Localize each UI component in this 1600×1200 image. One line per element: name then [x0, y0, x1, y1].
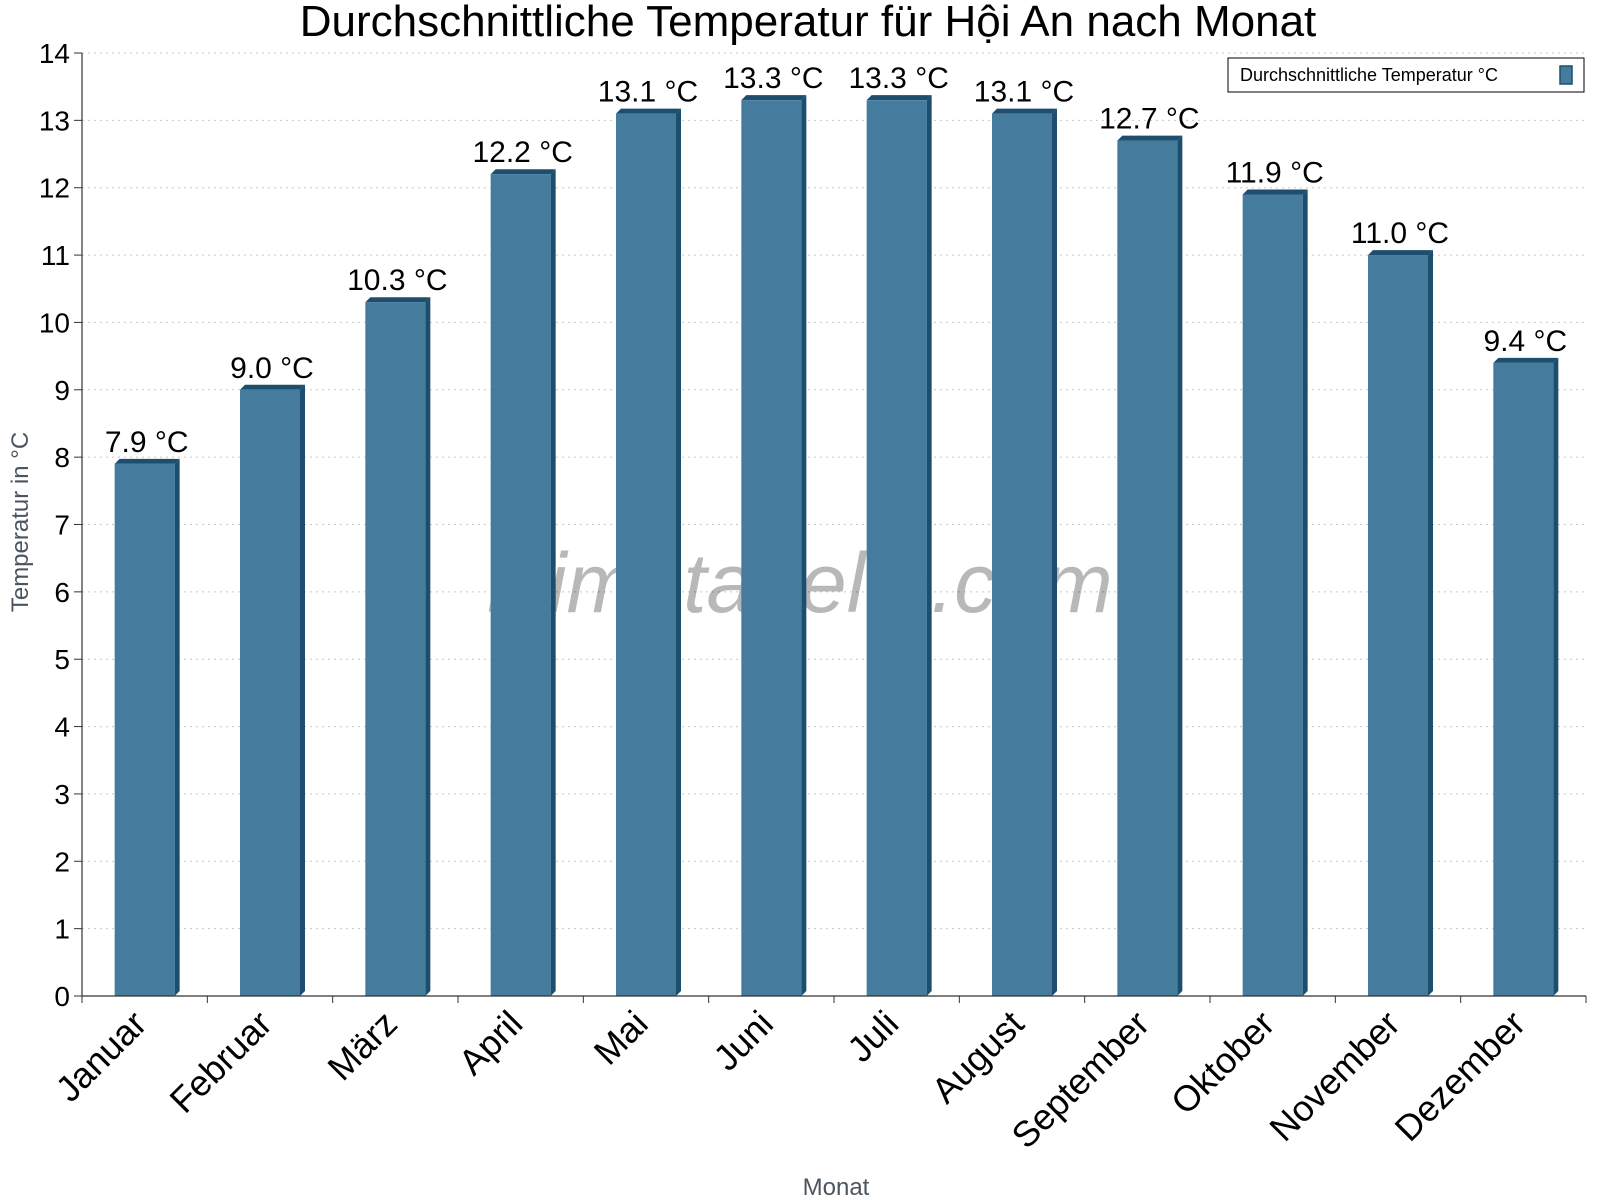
x-tick-label: Dezember [1387, 1003, 1533, 1149]
y-tick-label: 6 [54, 577, 70, 608]
bar-top [365, 297, 431, 303]
y-axis-title: Temperatur in °C [7, 432, 34, 612]
y-tick-label: 13 [39, 105, 70, 136]
data-label: 13.3 °C [723, 62, 823, 95]
bar-top [490, 169, 556, 175]
data-label: 12.7 °C [1099, 103, 1199, 136]
x-tick-label: Juni [705, 1003, 781, 1079]
bar [240, 389, 300, 996]
bar-top [741, 95, 807, 101]
legend-box [1227, 57, 1585, 93]
bar-top [1368, 250, 1433, 256]
bar-side [425, 297, 431, 996]
bar [616, 113, 676, 996]
bar [741, 100, 802, 996]
data-label: 11.0 °C [1351, 217, 1449, 250]
y-tick-label: 12 [39, 173, 70, 204]
data-label: 12.2 °C [472, 136, 572, 169]
data-labels: 7.9 °C 9.0 °C 10.3 °C 12.2 °C 13.1 °C 13.3 °C… [105, 62, 1567, 459]
x-tick-label: September [1003, 1003, 1157, 1157]
data-label: 11.9 °C [1226, 156, 1324, 189]
bar-top [114, 458, 180, 464]
bar-side [801, 95, 807, 996]
bars [114, 95, 1559, 997]
legend: Durchschnittliche Temperatur °C [1227, 57, 1585, 93]
bar-side [174, 458, 180, 997]
y-tick-label: 10 [39, 307, 70, 338]
bar-top [1493, 357, 1559, 363]
y-tick-label: 11 [41, 240, 70, 271]
x-tick-label: Mai [586, 1003, 656, 1073]
bar-side [676, 108, 681, 996]
data-label: 9.4 °C [1483, 325, 1567, 358]
x-tick-label: Juli [839, 1003, 906, 1070]
y-tick-label: 0 [54, 981, 70, 1012]
bar-side [300, 384, 305, 996]
bar [866, 100, 927, 996]
legend-label: Durchschnittliche Temperatur °C [1240, 65, 1498, 85]
bar [1368, 255, 1428, 997]
data-label: 10.3 °C [347, 264, 447, 297]
bar-top [866, 95, 932, 101]
x-axis-title: Monat [803, 1174, 870, 1200]
chart-title: Durchschnittliche Temperatur für Hội An … [300, 0, 1317, 46]
bar [490, 174, 551, 996]
bar-side [550, 169, 556, 996]
bar-side [926, 95, 932, 996]
x-tick-label: Januar [47, 1003, 154, 1110]
data-label: 9.0 °C [230, 352, 314, 385]
bar [1117, 140, 1178, 997]
gridlines [82, 52, 1586, 930]
bar-side [1177, 135, 1183, 997]
bar-top [992, 108, 1057, 114]
x-tick-label: Februar [162, 1003, 280, 1121]
bar-side [1428, 250, 1433, 997]
x-tick-label: Oktober [1163, 1003, 1283, 1123]
y-tick-label: 5 [54, 644, 70, 675]
x-tick-label: März [319, 1003, 405, 1089]
y-tick-label: 1 [54, 914, 70, 945]
bar [1493, 362, 1554, 996]
bar [365, 302, 426, 996]
legend-swatch [1559, 65, 1573, 85]
x-tick-label: April [450, 1003, 530, 1083]
bar-side [1302, 189, 1308, 996]
bar-top [1117, 135, 1183, 141]
bar-side [1052, 108, 1057, 996]
y-tick-label: 2 [54, 846, 70, 877]
data-label: 13.1 °C [598, 76, 698, 109]
y-tick-label: 9 [54, 375, 70, 406]
data-label: 13.3 °C [848, 62, 948, 95]
bar [114, 463, 175, 997]
bar-top [1242, 189, 1308, 195]
y-tick-label: 7 [54, 510, 70, 541]
x-tick-label: August [923, 1003, 1031, 1111]
bar [992, 113, 1052, 996]
data-label: 7.9 °C [105, 426, 189, 459]
bar-top [240, 384, 305, 390]
y-tick-label: 8 [54, 442, 70, 473]
y-tick-label: 4 [54, 712, 70, 743]
y-tick-label: 14 [39, 38, 70, 69]
y-tick-label: 3 [54, 779, 70, 810]
data-label: 13.1 °C [974, 76, 1074, 109]
bar-top [616, 108, 681, 114]
x-tick-label: November [1261, 1003, 1407, 1149]
bar [1242, 194, 1303, 996]
bar-side [1553, 357, 1559, 996]
